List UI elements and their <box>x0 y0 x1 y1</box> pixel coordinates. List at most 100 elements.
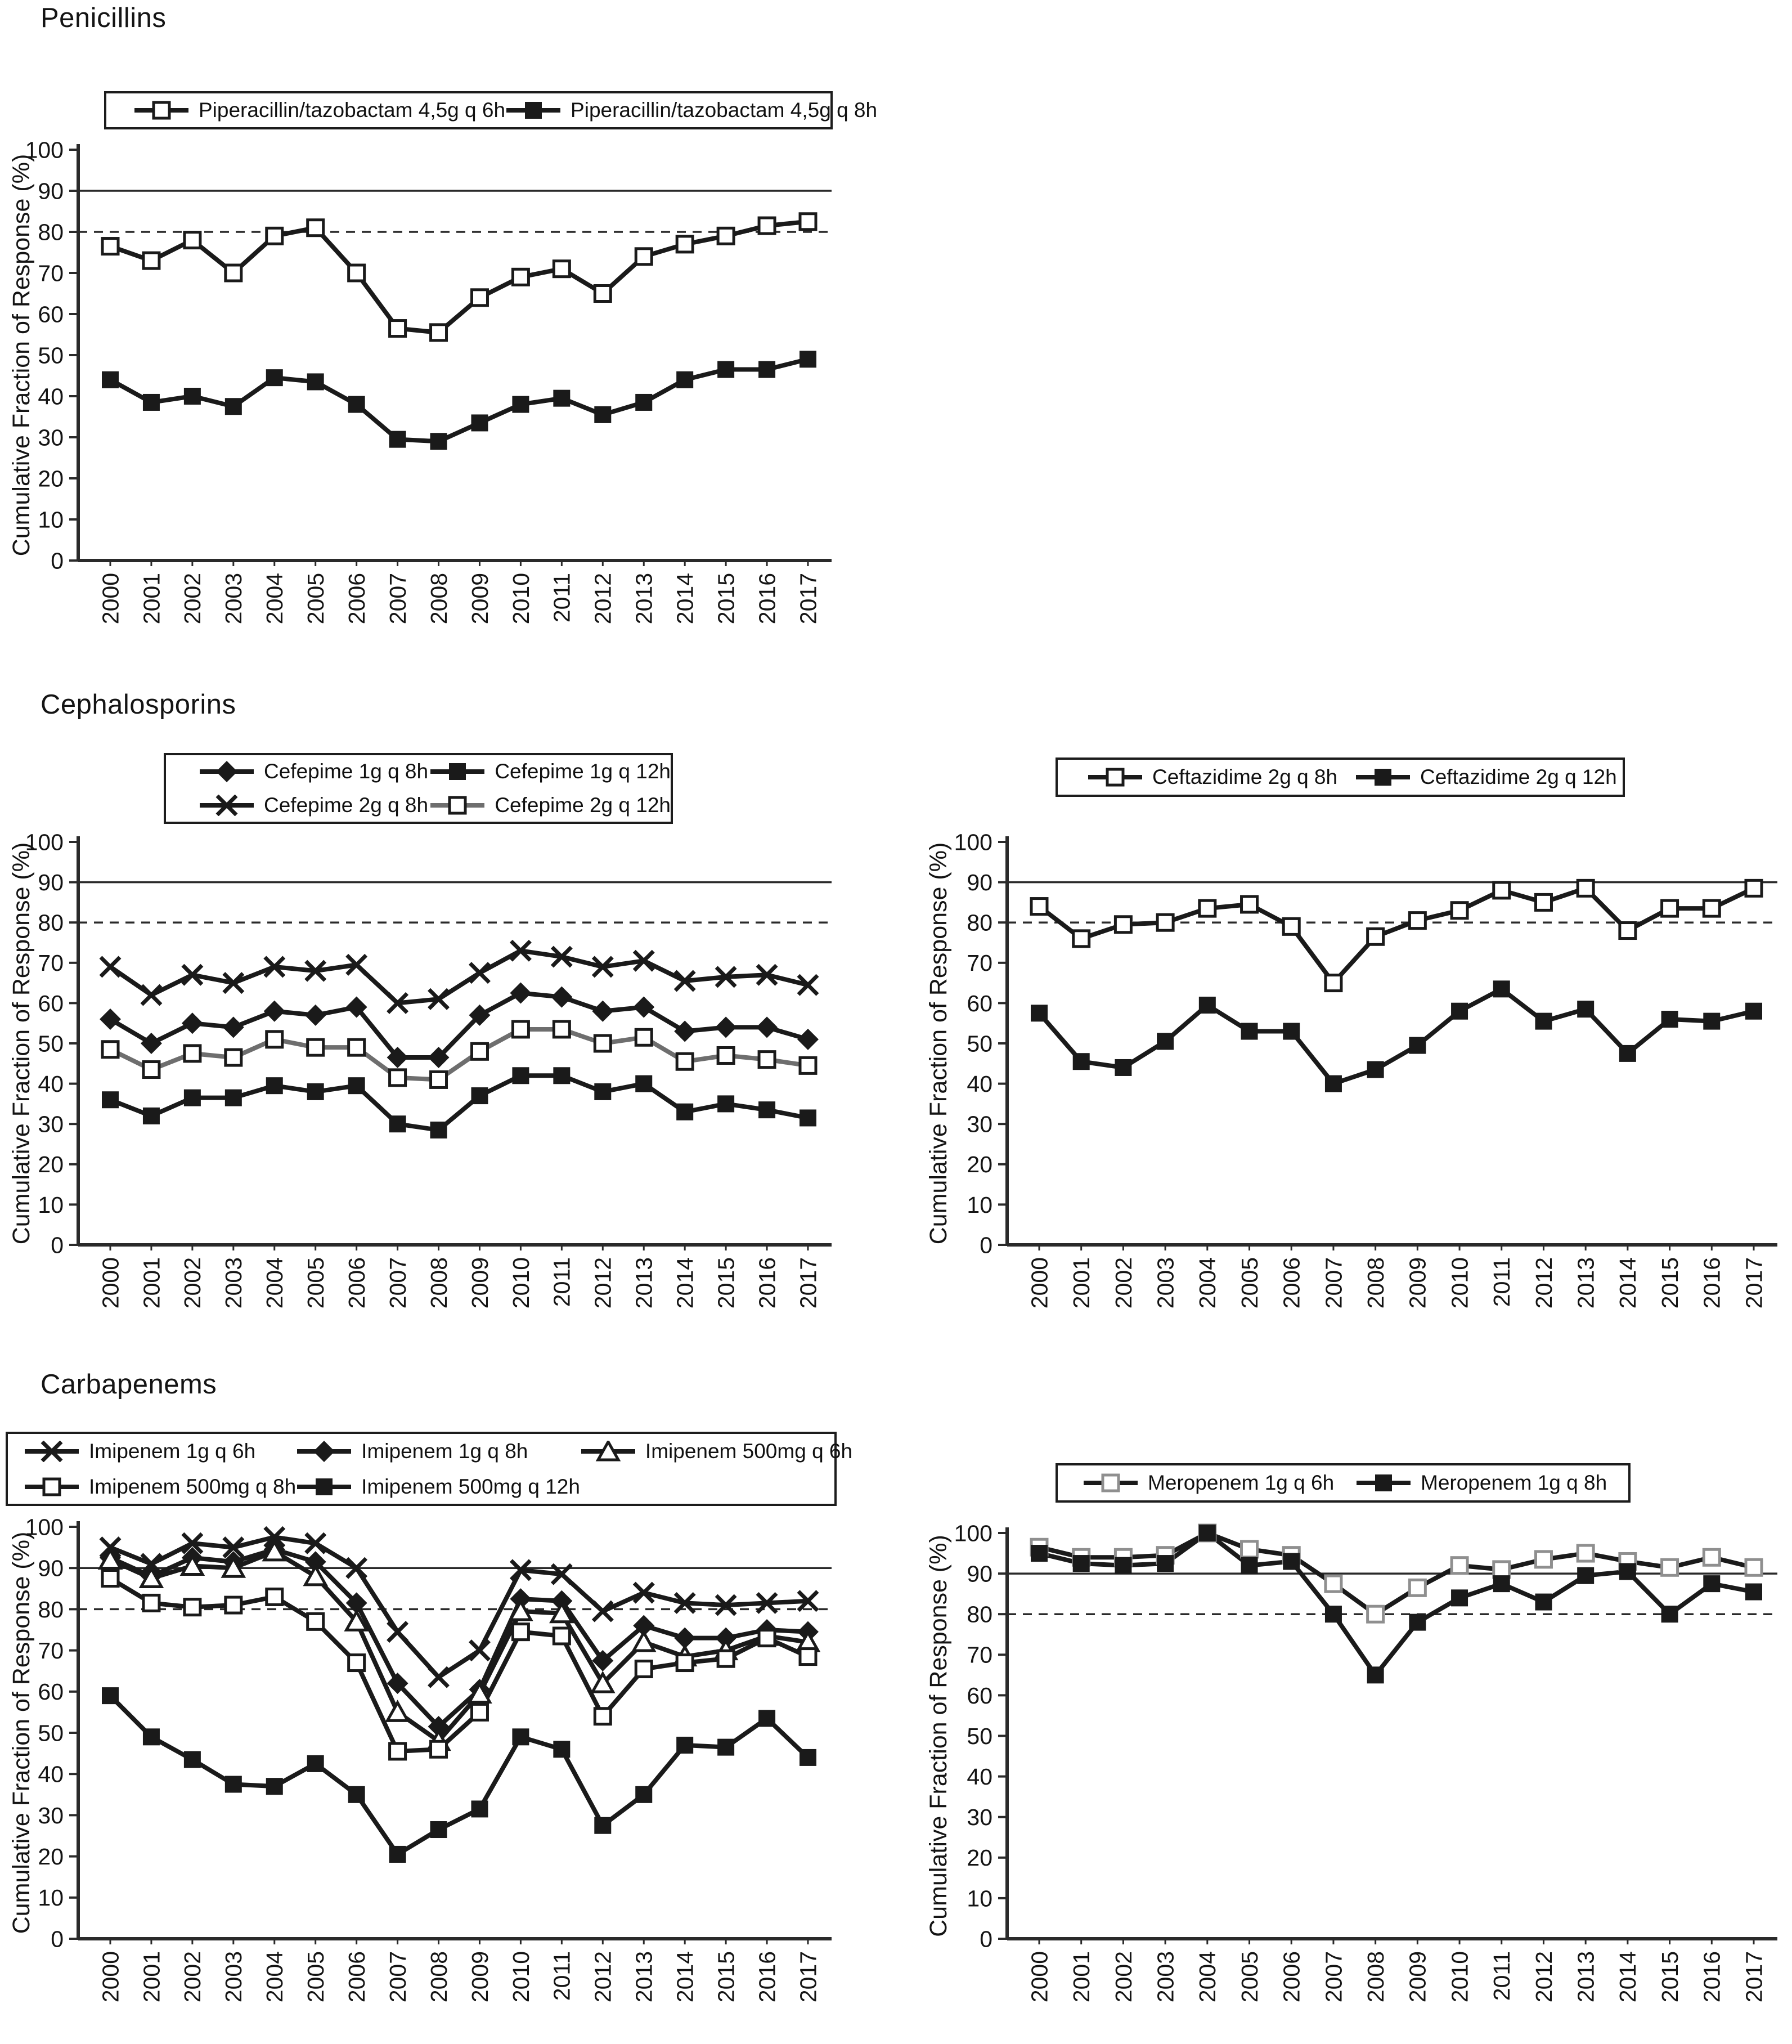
y-tick-label: 30 <box>38 1111 64 1137</box>
x-tick-label: 2015 <box>1657 1951 1683 2002</box>
x-tick-label: 2017 <box>795 1951 821 2002</box>
y-tick-label: 60 <box>38 990 64 1016</box>
y-axis-title: Cumulative Fraction of Response (%) <box>925 842 952 1245</box>
legend-item: Imipenem 500mg q 6h <box>580 1440 852 1463</box>
series-line <box>109 1549 809 1743</box>
x-tick-label: 2012 <box>1531 1951 1557 2002</box>
chart-cefepime: Cefepime 1g q 8h Cefepime 1g q 12h Cefepim… <box>5 748 877 1341</box>
y-tick-label: 20 <box>967 1151 992 1177</box>
legend-item: Piperacillin/tazobactam 4,5g q 8h <box>505 98 877 122</box>
y-tick-label: 40 <box>38 383 64 409</box>
legend-marker-square-filled-icon <box>430 763 485 780</box>
x-tick-label: 2009 <box>467 1951 493 2002</box>
section-title-penicillins: Penicillins <box>41 3 167 33</box>
legend-marker-square-open-icon <box>25 1477 79 1496</box>
legend-marker-square-open-icon <box>134 101 188 120</box>
x-tick-label: 2001 <box>138 573 164 624</box>
plot-area: 0 10 20 30 40 50 60 70 80 90 100 2000 2001 2002 2003 20… <box>8 829 832 1308</box>
y-tick-label: 20 <box>38 1151 64 1177</box>
y-tick-label: 30 <box>967 1804 992 1830</box>
x-tick-label: 2006 <box>344 1951 370 2002</box>
series-markers-square-open <box>101 212 818 342</box>
legend-marker-square-open-icon <box>430 796 485 815</box>
legend-marker-square-filled-icon <box>1356 769 1410 786</box>
x-tick-label: 2013 <box>631 573 657 624</box>
legend-label: Piperacillin/tazobactam 4,5g q 6h <box>199 98 506 122</box>
series-line <box>109 990 809 1060</box>
y-tick-label: 60 <box>967 990 992 1016</box>
x-tick-label: 2001 <box>1068 1257 1094 1308</box>
x-tick-label: 2010 <box>508 573 534 624</box>
x-tick-label: 2015 <box>713 573 739 624</box>
series-markers-square-open <box>101 1020 818 1089</box>
y-tick-label: 80 <box>967 1602 992 1628</box>
x-tick-label: 2007 <box>385 1951 411 2002</box>
axes: 0 10 20 30 40 50 60 70 80 90 100 2000 2001 2002 2003 20… <box>954 1520 1777 2002</box>
chart-piperacillin-tazobactam: Piperacillin/tazobactam 4,5g q 6h Piperac… <box>5 82 877 663</box>
legend-marker-x-cross-icon <box>25 1440 79 1462</box>
x-tick-label: 2002 <box>179 1257 205 1308</box>
legend-label: Imipenem 500mg q 12h <box>361 1474 580 1498</box>
legend-label: Meropenem 1g q 6h <box>1148 1471 1335 1494</box>
y-tick-label: 50 <box>38 1030 64 1056</box>
y-tick-label: 60 <box>38 301 64 327</box>
legend-item: Cefepime 2g q 12h <box>429 794 671 817</box>
legend-marker-triangle-open-icon <box>581 1440 635 1461</box>
x-tick-label: 2000 <box>1026 1951 1052 2002</box>
chart-ceftazidime: Ceftazidime 2g q 8h Ceftazidime 2g q 12h 0… <box>922 748 1792 1341</box>
y-tick-label: 40 <box>967 1764 992 1790</box>
x-tick-label: 2001 <box>138 1951 164 2002</box>
legend-item: Cefepime 1g q 12h <box>429 760 671 783</box>
axes: 0 10 20 30 40 50 60 70 80 90 100 2000 2001 2002 2003 20… <box>25 829 832 1308</box>
legend-item: Meropenem 1g q 6h <box>1083 1471 1355 1495</box>
x-tick-label: 2017 <box>1741 1257 1767 1308</box>
series-markers-x-cross <box>99 939 819 1014</box>
x-tick-label: 2004 <box>262 573 288 624</box>
series-line <box>109 1073 809 1132</box>
y-tick-label: 90 <box>967 869 992 895</box>
x-tick-label: 2015 <box>713 1951 739 2002</box>
axes: 0 10 20 30 40 50 60 70 80 90 100 2000 2001 2002 2003 20… <box>25 1514 832 2002</box>
x-tick-label: 2000 <box>97 573 123 624</box>
y-tick-label: 30 <box>967 1111 992 1137</box>
x-tick-label: 2012 <box>590 573 616 624</box>
legend-item: Piperacillin/tazobactam 4,5g q 6h <box>133 98 505 122</box>
legend-box: Meropenem 1g q 6h Meropenem 1g q 8h <box>1056 1463 1631 1503</box>
legend-item: Meropenem 1g q 8h <box>1355 1471 1628 1495</box>
x-tick-label: 2011 <box>1489 1257 1515 1307</box>
legend-marker-diamond-filled-icon <box>297 1440 352 1462</box>
series-markers-square-filled <box>1031 1525 1762 1684</box>
y-tick-label: 100 <box>25 1514 64 1540</box>
x-tick-label: 2010 <box>508 1951 534 2002</box>
x-tick-label: 2008 <box>426 573 452 624</box>
legend-label: Meropenem 1g q 8h <box>1421 1471 1607 1494</box>
x-tick-label: 2003 <box>221 1257 246 1308</box>
legend-marker-square-filled-icon <box>1357 1474 1411 1491</box>
legend-box: Imipenem 1g q 6h Imipenem 1g q 8h Imipenem… <box>6 1432 852 1506</box>
legend-label: Ceftazidime 2g q 8h <box>1152 765 1338 788</box>
x-tick-label: 2002 <box>179 1951 205 2002</box>
x-tick-label: 2004 <box>1194 1951 1220 2002</box>
series-markers-square-open <box>1030 878 1763 993</box>
x-tick-label: 2006 <box>1279 1951 1305 2002</box>
y-tick-label: 20 <box>38 465 64 491</box>
y-tick-label: 0 <box>980 1232 992 1258</box>
x-tick-label: 2016 <box>1699 1951 1725 2002</box>
x-tick-label: 2011 <box>549 1951 575 2001</box>
x-tick-label: 2001 <box>1068 1951 1094 2002</box>
y-tick-label: 70 <box>38 1638 64 1664</box>
x-tick-label: 2011 <box>1489 1951 1515 2001</box>
x-tick-label: 2009 <box>467 573 493 624</box>
y-tick-label: 90 <box>38 869 64 895</box>
x-tick-label: 2008 <box>426 1951 452 2002</box>
x-tick-label: 2017 <box>795 573 821 624</box>
plot-area: 0 10 20 30 40 50 60 70 80 90 100 2000 2001 2002 2003 20… <box>8 137 832 624</box>
y-tick-label: 70 <box>967 1642 992 1668</box>
legend-label: Imipenem 1g q 8h <box>361 1439 528 1463</box>
legend-marker-square-open-icon <box>1088 768 1142 787</box>
y-tick-label: 40 <box>38 1071 64 1097</box>
legend-label: Imipenem 1g q 6h <box>89 1439 256 1463</box>
x-tick-label: 2011 <box>549 1257 575 1307</box>
x-tick-label: 2005 <box>303 1257 329 1308</box>
